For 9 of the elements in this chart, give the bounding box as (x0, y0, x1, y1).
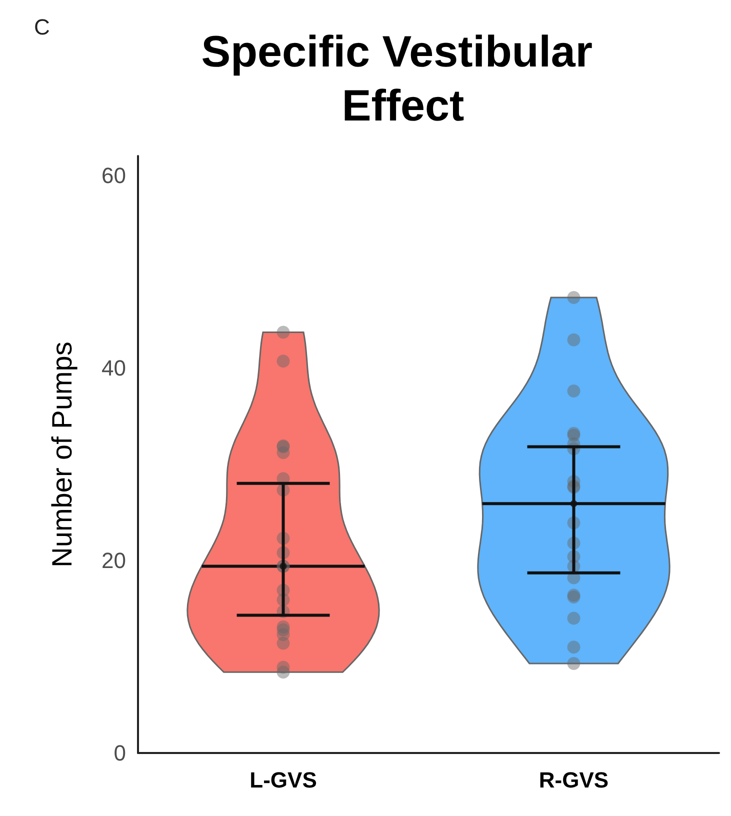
y-axis-title: Number of Pumps (46, 342, 78, 568)
y-tick-label: 60 (102, 162, 126, 188)
y-tick-label: 0 (114, 740, 126, 766)
x-tick-label: L-GVS (250, 768, 317, 792)
chart-title: Specific Vestibular Effect (201, 28, 605, 130)
x-tick-label: R-GVS (538, 768, 609, 792)
text: C (34, 14, 50, 40)
y-tick-label: 40 (102, 355, 126, 380)
y-tick-label: 20 (102, 548, 126, 573)
